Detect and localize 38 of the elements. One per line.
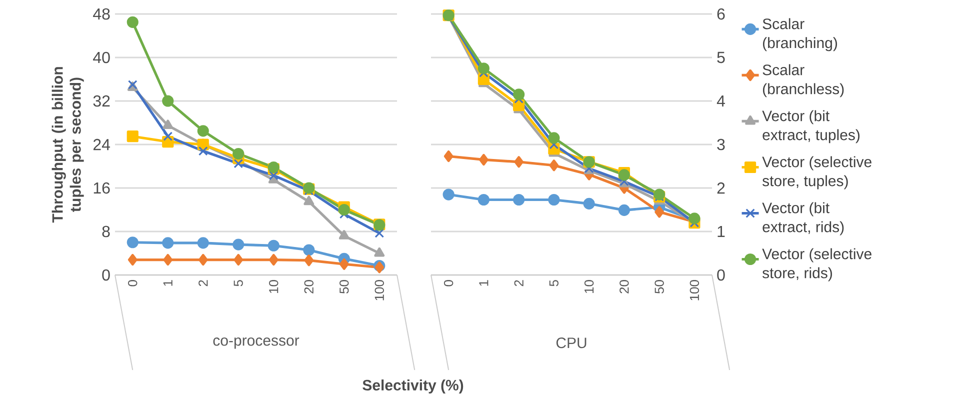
- x-tick-label: 5: [549, 280, 558, 286]
- y-tick-label: 48: [93, 8, 110, 20]
- legend-label: Vector (bit extract, tuples): [762, 110, 860, 144]
- x-tick-label: 100: [690, 280, 700, 300]
- x-tick-label: 100: [374, 280, 384, 300]
- y-tick-label: 32: [93, 95, 110, 107]
- x-tick-label: 5: [234, 280, 243, 286]
- legend-label: Vector (selective store, tuples): [762, 156, 872, 190]
- legend-label: Scalar (branchless): [762, 64, 844, 98]
- x-tick-label: 50: [654, 280, 664, 294]
- text: Selectivity (%): [362, 379, 464, 394]
- x-tick-label: 20: [620, 280, 629, 294]
- y2-tick-label: 2: [717, 182, 725, 194]
- y-tick-label: 40: [93, 52, 110, 64]
- x-axis-title: CPU: [556, 338, 586, 348]
- x-axis-title: co-processor: [213, 338, 300, 349]
- x-tick-label: 10: [584, 280, 594, 294]
- y-tick-label: 8: [102, 226, 110, 238]
- legend-label: Vector (selective store, rids): [762, 248, 872, 282]
- legend-label: Scalar (branching): [762, 18, 837, 52]
- y-tick-label: 16: [94, 182, 110, 194]
- x-tick-label: 20: [304, 280, 314, 294]
- x-tick-label: 2: [514, 280, 524, 286]
- y2-tick-label: 3: [717, 138, 725, 150]
- y2-tick-label: 6: [717, 8, 725, 20]
- y2-tick-label: 1: [718, 226, 725, 238]
- x-tick-label: 50: [340, 280, 349, 294]
- y-tick-label: 24: [93, 138, 110, 150]
- x-tick-label: 0: [128, 280, 138, 286]
- legend-label: Vector (bit extract, rids): [762, 202, 844, 236]
- y-axis-title: Throughput (in billion tuples per second): [52, 67, 84, 223]
- y2-tick-label: 5: [717, 52, 725, 64]
- x-tick-label: 1: [163, 280, 172, 286]
- y2-tick-label: 4: [716, 95, 725, 106]
- x-tick-label: 2: [198, 280, 208, 286]
- x-tick-label: 0: [444, 280, 454, 286]
- x-tick-label: 10: [269, 280, 278, 294]
- x-tick-label: 1: [479, 280, 488, 286]
